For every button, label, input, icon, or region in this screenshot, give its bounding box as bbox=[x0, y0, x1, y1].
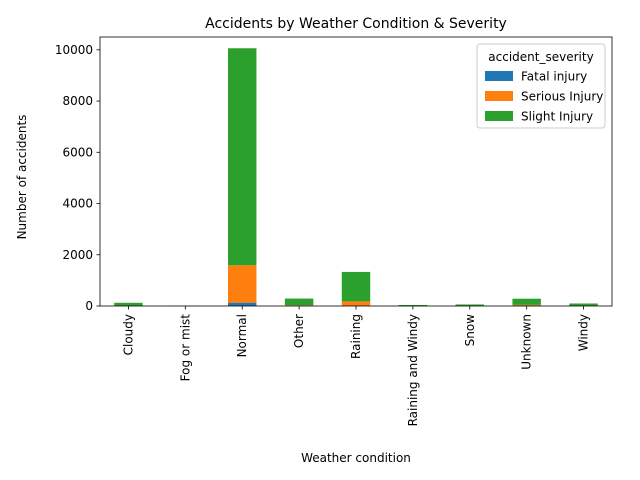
bar-slight-injury-unknown bbox=[512, 298, 541, 305]
bar-slight-injury-cloudy bbox=[114, 302, 143, 306]
x-tick-label: Other bbox=[292, 314, 306, 348]
legend-label: Fatal injury bbox=[521, 70, 587, 84]
y-tick-label: 8000 bbox=[62, 94, 93, 108]
bar-serious-injury-other bbox=[284, 305, 314, 306]
legend-swatch bbox=[485, 91, 513, 101]
bar-serious-injury-unknown bbox=[512, 304, 541, 306]
bar-slight-injury-raining-and-windy bbox=[398, 304, 428, 306]
legend-swatch bbox=[485, 71, 513, 81]
legend-title: accident_severity bbox=[488, 50, 593, 64]
bar-slight-injury-snow bbox=[455, 304, 484, 306]
bar-slight-injury-other bbox=[284, 298, 314, 306]
bar-slight-injury-normal bbox=[228, 48, 257, 266]
bar-serious-injury-raining bbox=[341, 301, 371, 306]
bar-fatal-injury-normal bbox=[228, 302, 257, 306]
legend-label: Serious Injury bbox=[521, 90, 603, 104]
legend-box bbox=[476, 43, 606, 129]
y-tick-label: 4000 bbox=[62, 197, 93, 211]
x-tick-label: Fog or mist bbox=[178, 314, 192, 382]
y-tick-label: 10000 bbox=[55, 43, 93, 57]
x-tick-label: Normal bbox=[235, 314, 249, 357]
x-tick-label: Raining and Windy bbox=[406, 314, 420, 426]
bar-slight-injury-windy bbox=[569, 303, 598, 306]
legend: accident_severity Fatal injury Serious Inj… bbox=[476, 43, 606, 129]
bar-serious-injury-normal bbox=[228, 265, 257, 303]
x-tick-label: Unknown bbox=[520, 314, 534, 370]
x-tick-label: Windy bbox=[577, 314, 591, 351]
bar-slight-injury-raining bbox=[341, 271, 371, 302]
y-tick-label: 6000 bbox=[62, 145, 93, 159]
chart-title: Accidents by Weather Condition & Severit… bbox=[205, 16, 507, 32]
legend-swatch bbox=[485, 111, 513, 121]
y-tick-label: 0 bbox=[85, 299, 93, 313]
y-axis-label: Number of accidents bbox=[15, 115, 29, 240]
x-tick-label: Snow bbox=[463, 314, 477, 347]
legend-label: Slight Injury bbox=[521, 110, 593, 124]
x-tick-label: Cloudy bbox=[121, 314, 135, 355]
y-tick-label: 2000 bbox=[62, 248, 93, 262]
x-tick-label: Raining bbox=[349, 314, 363, 359]
axes-layer: 0 2000 4000 6000 8000 10000 Cloudy Fog or mist N… bbox=[55, 36, 613, 426]
x-axis-label: Weather condition bbox=[301, 451, 411, 465]
